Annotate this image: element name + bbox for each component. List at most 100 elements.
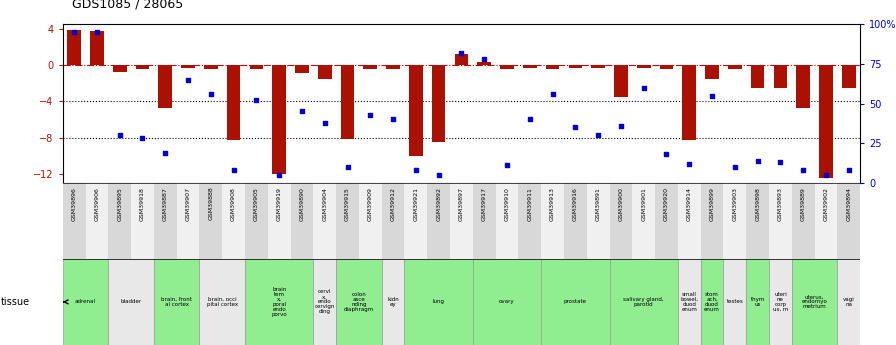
Text: GSM39907: GSM39907 <box>185 187 191 221</box>
Point <box>796 167 810 173</box>
Text: GSM39917: GSM39917 <box>482 187 487 221</box>
Bar <box>683 65 696 140</box>
Bar <box>792 259 838 345</box>
Point <box>432 172 446 178</box>
Bar <box>705 65 719 79</box>
Text: GSM39919: GSM39919 <box>277 187 281 221</box>
Bar <box>85 183 108 259</box>
Text: GSM39912: GSM39912 <box>391 187 396 221</box>
Point <box>841 167 856 173</box>
Bar <box>382 259 404 345</box>
Point <box>113 132 127 138</box>
Text: GSM39897: GSM39897 <box>459 187 464 221</box>
Bar <box>541 259 609 345</box>
Point <box>135 136 150 141</box>
Text: tissue: tissue <box>1 297 30 307</box>
Text: GSM39888: GSM39888 <box>208 187 213 220</box>
Text: GSM39906: GSM39906 <box>94 187 99 220</box>
Bar <box>250 65 263 69</box>
Bar <box>227 65 240 140</box>
Bar <box>500 65 513 69</box>
Text: GSM39903: GSM39903 <box>732 187 737 221</box>
Bar <box>797 65 810 108</box>
Bar <box>290 183 314 259</box>
Bar <box>154 259 200 345</box>
Bar <box>159 65 172 108</box>
Bar <box>842 65 856 88</box>
Bar <box>728 65 742 69</box>
Bar <box>819 65 832 178</box>
Text: salivary gland,
parotid: salivary gland, parotid <box>624 297 664 307</box>
Bar <box>108 259 154 345</box>
Point <box>614 123 628 128</box>
Bar <box>473 259 541 345</box>
Text: GSM39913: GSM39913 <box>550 187 556 221</box>
Bar <box>204 65 218 69</box>
Bar <box>404 183 427 259</box>
Bar <box>336 183 359 259</box>
Bar <box>336 259 382 345</box>
Bar <box>746 259 769 345</box>
Bar <box>427 183 450 259</box>
Bar <box>523 65 537 68</box>
Text: GSM39918: GSM39918 <box>140 187 145 220</box>
Point <box>295 109 309 114</box>
Bar <box>773 65 788 88</box>
Bar <box>450 183 473 259</box>
Text: GSM39920: GSM39920 <box>664 187 669 221</box>
Bar <box>131 183 154 259</box>
Text: adrenal: adrenal <box>75 299 96 304</box>
Bar <box>63 259 108 345</box>
Point <box>705 93 719 98</box>
Bar <box>569 65 582 68</box>
Point <box>819 172 833 178</box>
Bar <box>340 65 354 139</box>
Text: GSM39887: GSM39887 <box>163 187 168 220</box>
Bar <box>245 259 314 345</box>
Text: GSM39921: GSM39921 <box>413 187 418 221</box>
Bar <box>113 65 126 72</box>
Point <box>591 132 606 138</box>
Point <box>546 91 560 97</box>
Point <box>386 117 401 122</box>
Point <box>363 112 377 117</box>
Bar <box>723 183 746 259</box>
Text: GSM39893: GSM39893 <box>778 187 783 221</box>
Bar <box>386 65 400 69</box>
Text: GSM39892: GSM39892 <box>436 187 441 221</box>
Bar <box>541 183 564 259</box>
Bar <box>838 183 860 259</box>
Bar <box>609 183 633 259</box>
Text: vagi
na: vagi na <box>843 297 855 307</box>
Bar <box>314 259 336 345</box>
Bar <box>723 259 746 345</box>
Point <box>522 117 537 122</box>
Point <box>454 50 469 56</box>
Bar <box>519 183 541 259</box>
Bar <box>701 183 723 259</box>
Bar <box>746 183 769 259</box>
Bar <box>314 183 336 259</box>
Bar <box>838 259 860 345</box>
Text: GDS1085 / 28065: GDS1085 / 28065 <box>72 0 183 10</box>
Text: GSM39889: GSM39889 <box>801 187 806 220</box>
Point <box>203 91 218 97</box>
Bar <box>609 259 678 345</box>
Point <box>568 125 582 130</box>
Text: GSM39895: GSM39895 <box>117 187 122 220</box>
Bar <box>359 183 382 259</box>
Text: GSM39898: GSM39898 <box>755 187 760 220</box>
Text: GSM39910: GSM39910 <box>504 187 510 220</box>
Bar <box>564 183 587 259</box>
Bar <box>177 183 200 259</box>
Point <box>317 120 332 125</box>
Text: lung: lung <box>433 299 444 304</box>
Text: prostate: prostate <box>564 299 587 304</box>
Point <box>659 151 674 157</box>
Text: GSM39890: GSM39890 <box>299 187 305 220</box>
Point <box>636 85 650 90</box>
Text: GSM39915: GSM39915 <box>345 187 350 220</box>
Text: cervi
x,
endo
cervign
ding: cervi x, endo cervign ding <box>314 289 335 314</box>
Bar <box>678 259 701 345</box>
Point <box>90 29 104 35</box>
